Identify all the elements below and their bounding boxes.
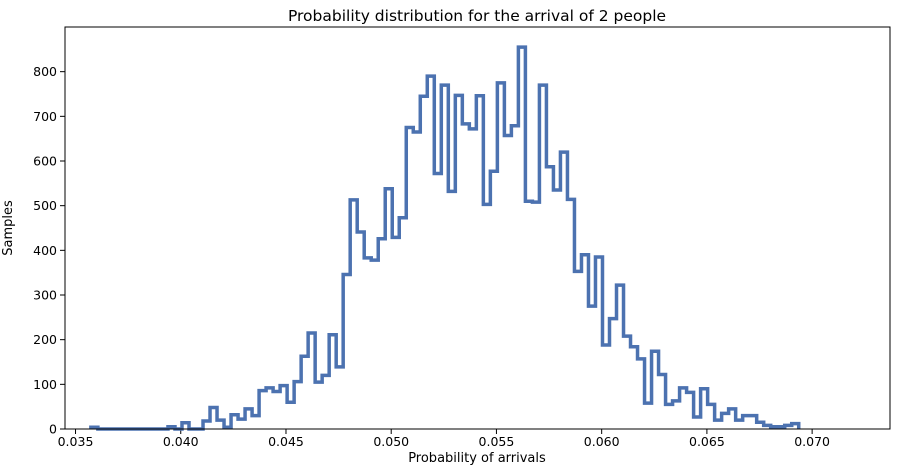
x-tick-label: 0.050 — [373, 434, 409, 449]
x-tick-label: 0.065 — [689, 434, 725, 449]
chart-title: Probability distribution for the arrival… — [288, 7, 666, 25]
x-axis-label: Probability of arrivals — [408, 451, 546, 466]
histogram-step-line — [89, 45, 801, 431]
y-tick-label: 600 — [33, 154, 57, 169]
x-tick-label: 0.045 — [268, 434, 304, 449]
y-tick-label: 300 — [33, 288, 57, 303]
y-axis-ticks: 0 100 200 300 400 500 600 700 800 — [33, 64, 65, 437]
y-axis-label: Samples — [1, 200, 16, 256]
x-tick-label: 0.060 — [584, 434, 620, 449]
y-tick-label: 400 — [33, 243, 57, 258]
y-tick-label: 200 — [33, 332, 57, 347]
y-tick-label: 800 — [33, 64, 57, 79]
x-tick-label: 0.055 — [479, 434, 515, 449]
x-axis-ticks: 0.035 0.040 0.045 0.050 0.055 0.060 0.065 0.070 — [58, 429, 830, 449]
y-tick-label: 700 — [33, 109, 57, 124]
y-tick-label: 500 — [33, 198, 57, 213]
x-tick-label: 0.040 — [163, 434, 199, 449]
plot-area-frame — [64, 26, 891, 430]
x-tick-label: 0.035 — [58, 434, 94, 449]
y-tick-label: 100 — [33, 377, 57, 392]
x-tick-label: 0.070 — [794, 434, 830, 449]
y-tick-label: 0 — [49, 422, 57, 437]
